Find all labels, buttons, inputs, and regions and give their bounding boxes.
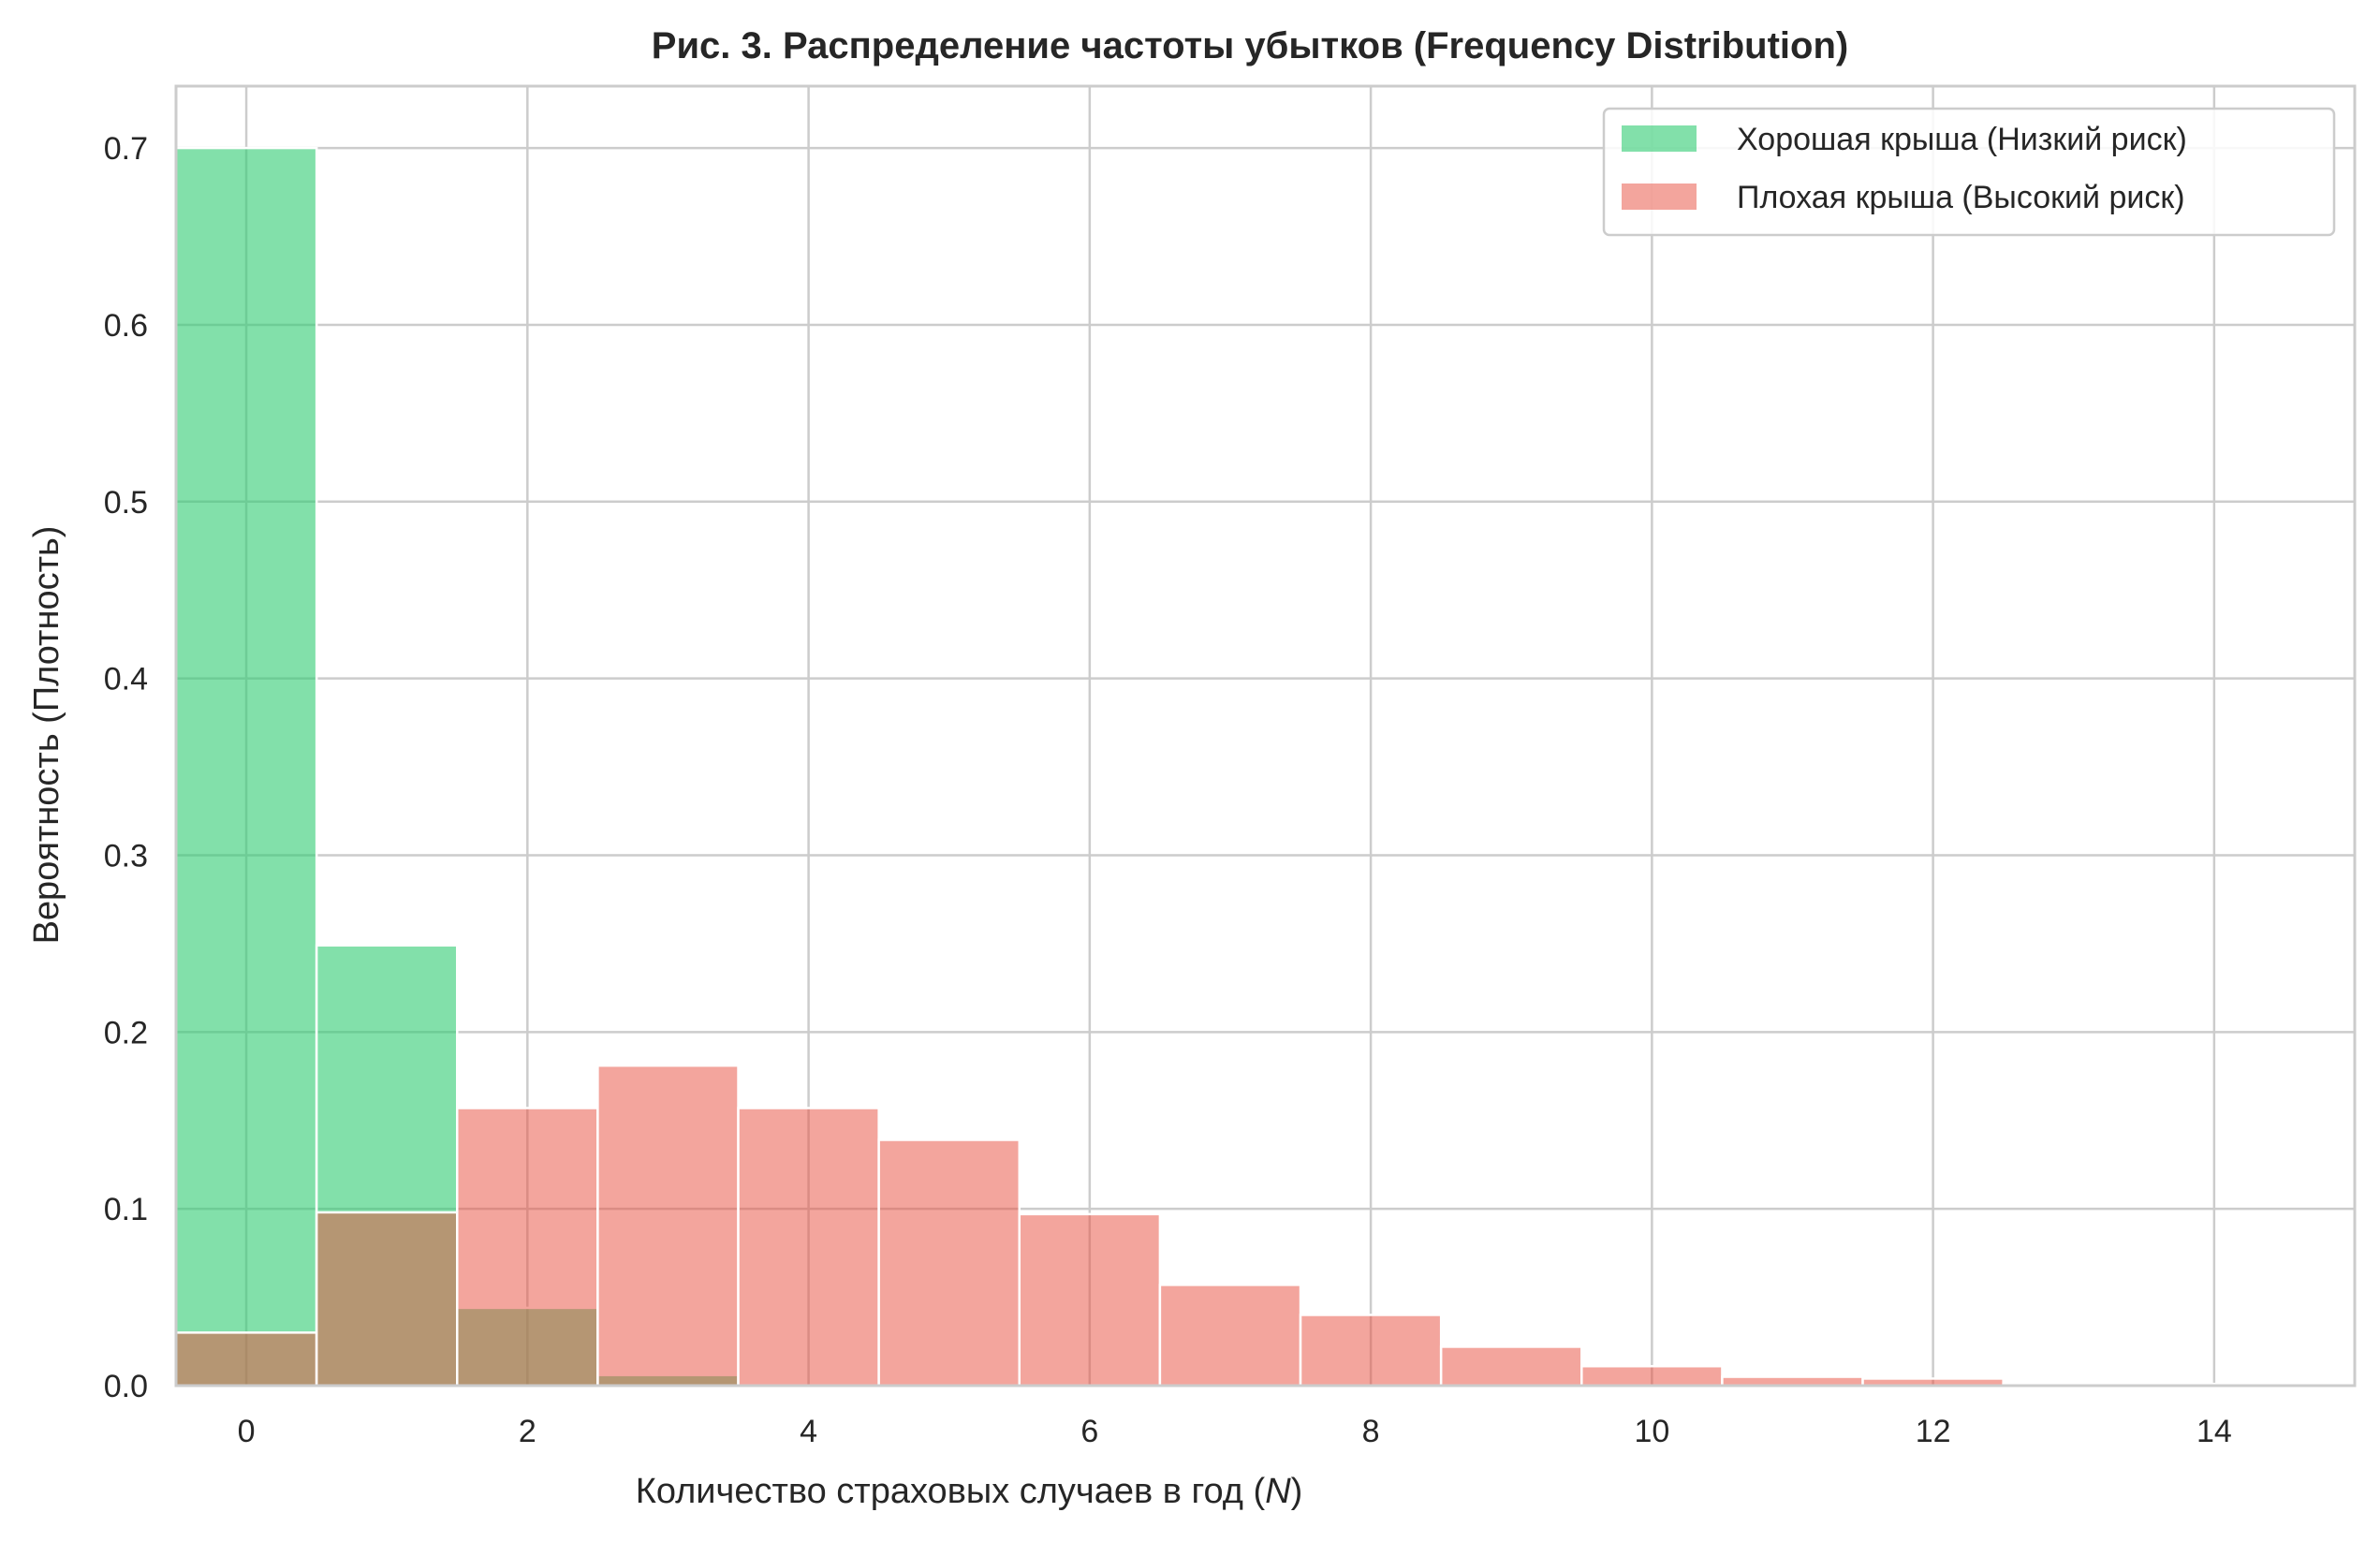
- grid-lines: [176, 86, 2355, 1388]
- y-tick-label: 0.0: [104, 1369, 148, 1404]
- bar-bad-roof: [456, 1107, 599, 1388]
- bar-bad-roof: [315, 1211, 459, 1388]
- legend-box: [1602, 107, 2336, 237]
- x-axis-label: Количество страховых случаев в год (N): [636, 1472, 1303, 1511]
- y-tick-label: 0.3: [104, 838, 148, 874]
- bars: [174, 146, 2286, 1388]
- x-tick-label: 6: [1080, 1414, 1098, 1449]
- y-axis-label: Вероятность (Плотность): [27, 526, 66, 945]
- bar-bad-roof: [1439, 1345, 1583, 1388]
- bar-bad-roof: [1580, 1364, 1724, 1388]
- y-tick-label: 0.1: [104, 1192, 148, 1227]
- bar-bad-roof: [174, 1331, 318, 1388]
- bar-bad-roof: [1018, 1212, 1162, 1388]
- x-tick-label: 12: [1916, 1414, 1951, 1449]
- x-tick-labels: 0 2 4 6 8 10 12 14: [238, 1414, 2232, 1449]
- y-tick-label: 0.2: [104, 1015, 148, 1050]
- legend-label-good-roof: Хорошая крыша (Низкий риск): [1737, 122, 2187, 157]
- x-tick-label: 2: [519, 1414, 536, 1449]
- bar-bad-roof: [737, 1107, 880, 1388]
- x-tick-label: 4: [800, 1414, 817, 1449]
- legend-label-bad-roof: Плохая крыша (Высокий риск): [1737, 180, 2185, 215]
- y-tick-label: 0.7: [104, 131, 148, 167]
- legend-swatch-good-roof: [1622, 125, 1697, 152]
- bar-bad-roof: [1158, 1284, 1302, 1388]
- x-tick-label: 8: [1362, 1414, 1380, 1449]
- x-tick-label: 10: [1634, 1414, 1669, 1449]
- bar-bad-roof: [1299, 1314, 1443, 1388]
- bar-bad-roof: [877, 1138, 1021, 1388]
- legend-swatch-bad-roof: [1622, 184, 1697, 210]
- y-tick-label: 0.5: [104, 485, 148, 521]
- plot-frame: [174, 84, 2357, 1388]
- x-tick-label: 0: [238, 1414, 256, 1449]
- bar-bad-roof: [596, 1064, 740, 1388]
- legend: Хорошая крыша (Низкий риск) Плохая крыша…: [1602, 107, 2336, 237]
- chart-title: Рис. 3. Распределение частоты убытков (F…: [652, 25, 1848, 66]
- x-tick-label: 14: [2196, 1414, 2232, 1449]
- bar-good-roof: [174, 146, 318, 1388]
- y-tick-label: 0.4: [104, 662, 148, 698]
- y-tick-labels: 0.0 0.1 0.2 0.3 0.4 0.5 0.6 0.7: [104, 131, 148, 1404]
- y-tick-label: 0.6: [104, 308, 148, 344]
